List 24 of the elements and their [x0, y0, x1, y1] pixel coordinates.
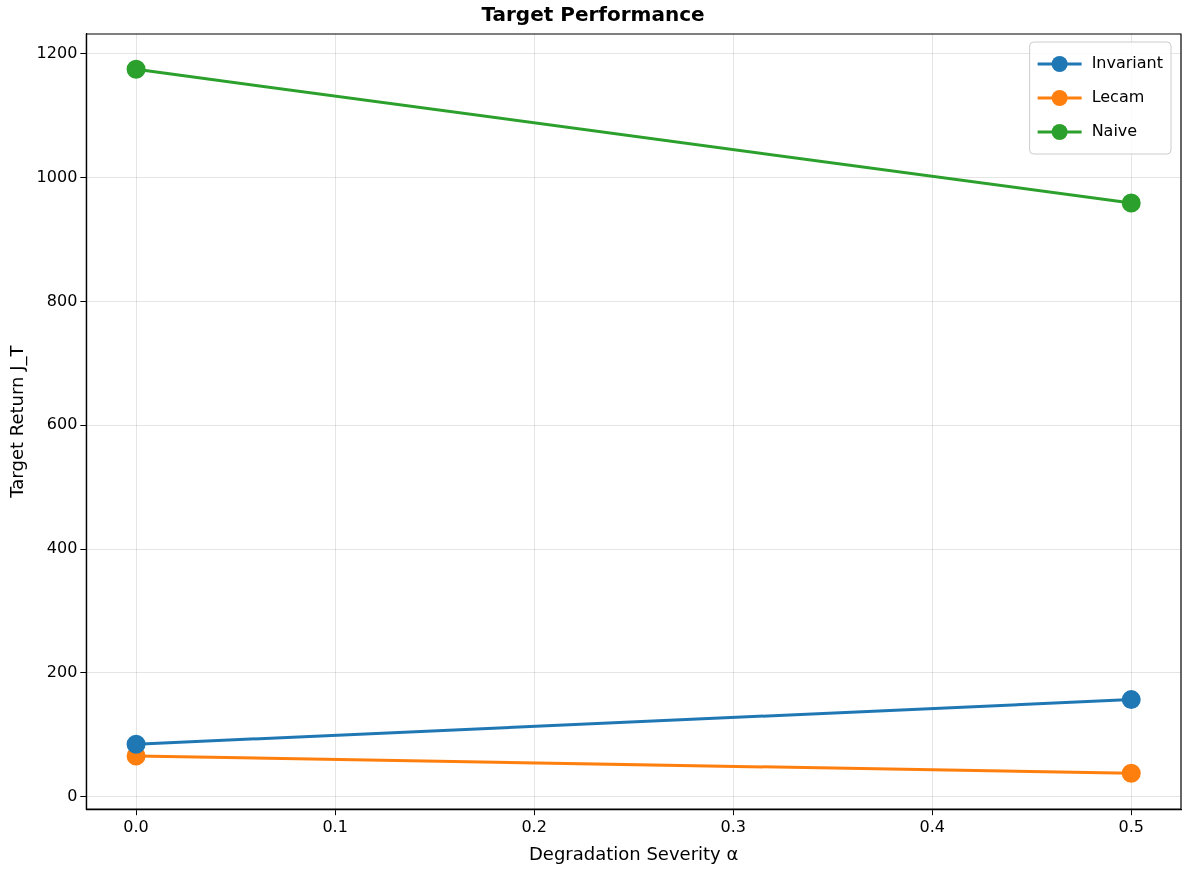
point [126, 734, 146, 754]
x-tick-label: 0.0 [123, 816, 149, 836]
chart-title: Target Performance [481, 2, 705, 27]
x-tick-label: 0.3 [720, 816, 746, 836]
x-tick-label: 0.4 [919, 816, 945, 836]
point [1121, 193, 1141, 213]
point [1121, 690, 1141, 710]
x-tick-label: 0.5 [1118, 816, 1144, 836]
x-tick-label: 0.2 [521, 816, 547, 836]
y-tick-label: 1200 [36, 42, 78, 62]
point [1121, 763, 1141, 783]
y-tick-label: 0 [67, 785, 78, 805]
y-tick-label: 800 [46, 290, 78, 310]
y-tick-label: 400 [46, 538, 78, 558]
y-tick-label: 200 [46, 662, 78, 682]
x-axis-title: Degradation Severity α [528, 842, 739, 864]
legend-label: Invariant [1091, 53, 1163, 73]
legend-label: Lecam [1091, 87, 1145, 107]
y-tick-label: 1000 [36, 166, 78, 186]
x-tick-label: 0.1 [322, 816, 348, 836]
y-tick-label: 600 [46, 414, 78, 434]
point [126, 59, 146, 79]
legend-label: Naive [1091, 121, 1138, 141]
y-axis-title: Target Return J_T [6, 344, 29, 499]
